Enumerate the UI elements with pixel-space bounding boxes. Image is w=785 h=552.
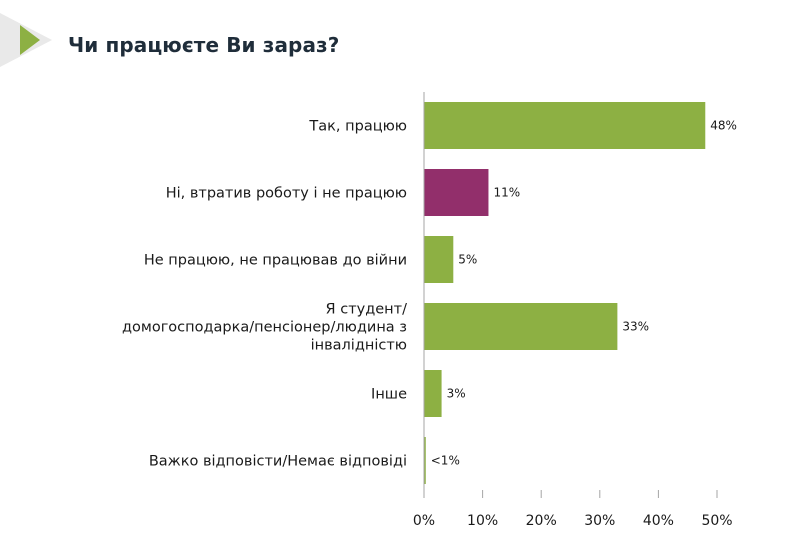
page-title: Чи працюєте Ви зараз?	[68, 33, 340, 57]
bar	[424, 236, 454, 283]
category-label: інвалідністю	[311, 338, 407, 354]
data-label: 5%	[458, 253, 477, 267]
data-label: 33%	[622, 320, 649, 334]
bar	[424, 169, 489, 216]
data-label: 3%	[447, 387, 466, 401]
bar	[424, 437, 426, 484]
category-label: Не працюю, не працював до війни	[144, 253, 407, 269]
data-label: 48%	[710, 119, 737, 133]
x-tick-label: 50%	[701, 513, 732, 529]
x-tick-label: 30%	[584, 513, 615, 529]
bar	[424, 303, 618, 350]
chevron-right-icon	[0, 13, 52, 67]
bar	[424, 370, 442, 417]
category-label: Ні, втратив роботу і не працюю	[166, 186, 407, 202]
category-label: домогосподарка/пенсіонер/людина з	[122, 320, 407, 336]
category-label: Інше	[371, 387, 407, 403]
slide-header: Чи працюєте Ви зараз?	[0, 0, 785, 80]
x-tick-label: 40%	[643, 513, 674, 529]
data-label: <1%	[431, 454, 460, 468]
x-tick-label: 20%	[526, 513, 557, 529]
x-tick-label: 10%	[467, 513, 498, 529]
category-label: Так, працюю	[308, 119, 407, 135]
category-label: Я студент/	[326, 302, 408, 318]
bar	[424, 102, 706, 149]
category-label: Важко відповісти/Немає відповіді	[149, 454, 407, 470]
x-tick-label: 0%	[413, 513, 435, 529]
data-label: 11%	[493, 186, 520, 200]
